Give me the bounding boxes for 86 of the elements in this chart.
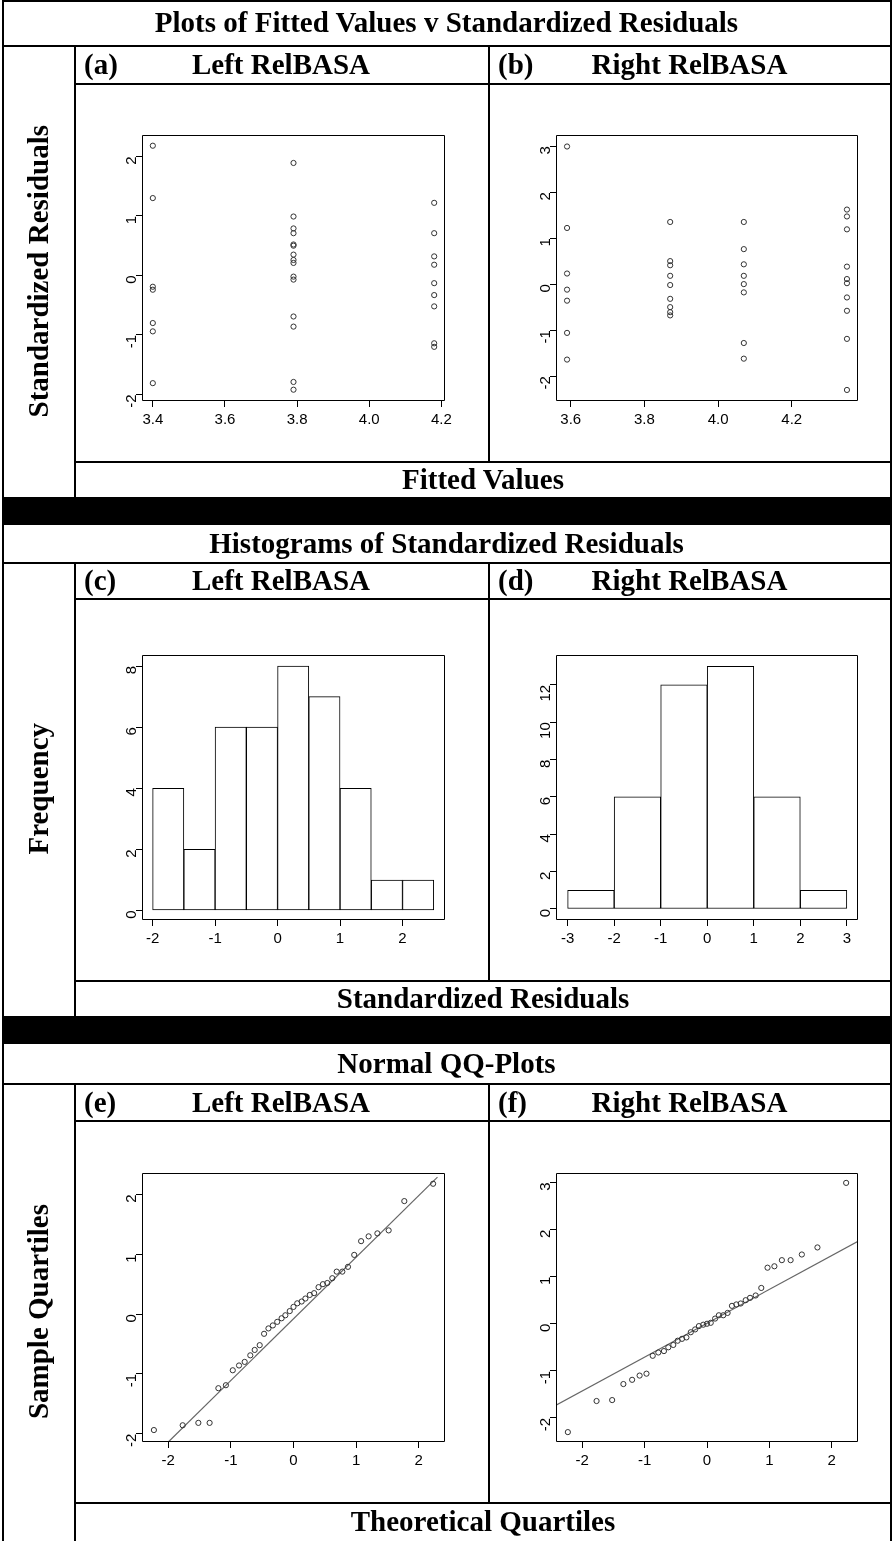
x-tick-label: 1 (765, 1451, 774, 1469)
x-tick-label: 4.2 (430, 410, 452, 428)
x-axis-title: Fitted Values (401, 461, 565, 497)
y-tick-label: 8 (536, 759, 554, 768)
y-tick-label: 8 (122, 666, 140, 675)
text: Plots of Fitted Values v Standardized Residuals (153, 5, 740, 40)
x-tick-label: -2 (161, 1451, 175, 1469)
x-tick-label: 4.0 (358, 410, 380, 428)
x-axis-title: Theoretical Quartiles (349, 1504, 617, 1539)
x-tick-label: -1 (637, 1451, 652, 1469)
x-tick-label: -1 (654, 929, 668, 947)
y-tick-label: 6 (122, 727, 140, 736)
y-tick-label: 2 (122, 156, 140, 165)
y-tick-label: 3 (536, 1182, 554, 1191)
y-tick-label: 4 (536, 834, 554, 843)
y-tick-label: 0 (122, 910, 140, 919)
y-tick-label: -1 (536, 1370, 554, 1385)
x-tick-label: 4.2 (781, 410, 803, 428)
y-tick-label: 1 (536, 238, 554, 247)
y-tick-label: 2 (536, 192, 554, 201)
x-tick-label: 3.8 (286, 410, 308, 428)
y-tick-label: 10 (536, 722, 554, 739)
x-tick-label: 2 (414, 1451, 423, 1469)
x-tick-label: -2 (607, 929, 621, 947)
chart-title: Left RelBASA (191, 47, 370, 80)
y-tick-label: 2 (122, 849, 140, 858)
x-tick-label: 1 (749, 929, 758, 947)
y-tick-label: 0 (122, 275, 140, 284)
chart-subtitle: (a) (84, 47, 118, 81)
y-tick-label: -1 (122, 334, 140, 349)
x-tick-label: 1 (335, 929, 345, 947)
x-tick-label: 2 (398, 929, 407, 947)
y-tick-label: 0 (536, 1323, 554, 1333)
chart-subtitle: (b) (498, 47, 534, 81)
y-tick-label: 1 (536, 1276, 554, 1285)
y-tick-label: 6 (536, 796, 554, 806)
chart-subtitle: (d) (498, 563, 534, 597)
chart-subtitle: (e) (84, 1085, 117, 1118)
x-tick-label: -1 (224, 1451, 238, 1469)
y-tick-label: 0 (536, 284, 554, 293)
chart-title: Right RelBASA (591, 1085, 788, 1117)
y-axis-title: Standardized Residuals (21, 124, 55, 418)
chart-title: Left RelBASA (191, 1085, 370, 1117)
x-tick-label: 2 (796, 929, 805, 947)
y-tick-label: 1 (122, 215, 140, 225)
y-tick-label: -1 (122, 1373, 140, 1388)
y-tick-label: 3 (536, 146, 554, 155)
x-tick-label: 3.6 (214, 410, 236, 428)
y-tick-label: -2 (122, 394, 140, 408)
x-tick-label: -2 (575, 1451, 589, 1469)
y-tick-label: -2 (536, 376, 554, 390)
chart-subtitle: (c) (84, 563, 117, 597)
x-tick-label: 0 (273, 929, 282, 947)
chart-title: Left RelBASA (191, 563, 370, 596)
y-tick-label: 12 (536, 684, 554, 702)
y-tick-label: -2 (122, 1433, 140, 1447)
x-axis-title: Standardized Residuals (335, 980, 631, 1016)
x-tick-label: 3 (842, 929, 851, 947)
y-tick-label: 2 (536, 871, 554, 880)
y-tick-label: -2 (536, 1417, 554, 1432)
y-tick-label: 0 (536, 908, 554, 918)
x-tick-label: -1 (208, 929, 222, 947)
x-tick-label: 3.6 (560, 410, 582, 428)
y-tick-label: 4 (122, 788, 140, 797)
chart-title: Right RelBASA (591, 563, 788, 596)
y-tick-label: 2 (122, 1194, 140, 1203)
x-tick-label: 0 (702, 1451, 712, 1469)
y-tick-label: 1 (122, 1254, 140, 1263)
chart-title: Right RelBASA (591, 47, 788, 80)
y-tick-label: 0 (122, 1314, 140, 1323)
x-tick-label: 0 (289, 1451, 298, 1469)
x-tick-label: 3.8 (633, 410, 655, 428)
y-axis-title: Frequency (21, 723, 55, 855)
x-tick-label: 0 (703, 929, 712, 947)
y-axis-title: Sample Quartiles (21, 1204, 55, 1420)
y-tick-label: -1 (536, 330, 554, 344)
text: Histograms of Standardized Residuals (208, 526, 685, 561)
y-tick-label: 2 (536, 1229, 554, 1238)
text: Normal QQ-Plots (336, 1046, 557, 1081)
x-tick-label: 3.4 (142, 410, 164, 428)
chart-subtitle: (f) (498, 1085, 527, 1118)
x-tick-label: 2 (827, 1451, 836, 1469)
x-tick-label: -2 (145, 929, 160, 947)
x-tick-label: -3 (560, 929, 575, 947)
x-tick-label: 1 (351, 1451, 361, 1469)
x-tick-label: 4.0 (707, 410, 729, 428)
